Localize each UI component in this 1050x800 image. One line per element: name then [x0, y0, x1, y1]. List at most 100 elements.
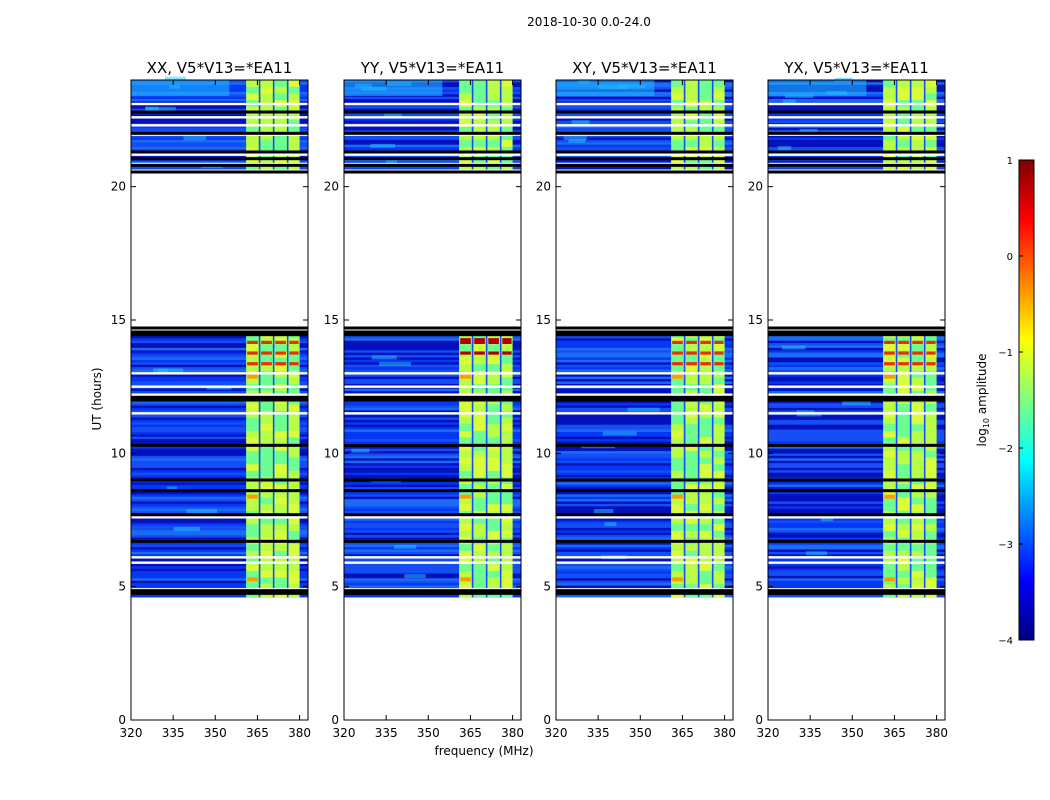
noise-stripe — [344, 113, 521, 116]
rfi-cell — [487, 464, 500, 471]
noise-stripe — [556, 431, 733, 435]
rfi-cell — [501, 517, 513, 525]
axes-frame — [343, 79, 522, 721]
noise-stripe — [131, 549, 308, 552]
rfi-cell — [911, 524, 924, 531]
rfi-cell — [883, 86, 896, 94]
rfi-cell — [473, 450, 486, 458]
rfi-cell — [713, 93, 725, 101]
x-tick-label: 350 — [629, 726, 652, 740]
rfi-cell — [274, 444, 287, 451]
noise-stripe — [556, 534, 733, 538]
rfi-cell — [685, 484, 698, 491]
noise-stripe — [344, 450, 521, 454]
rfi-cell — [246, 377, 259, 385]
noise-stripe — [556, 335, 733, 339]
rfi-cell — [459, 564, 472, 571]
flag-white — [768, 393, 945, 396]
rfi-cell — [685, 584, 698, 591]
noise-stripe — [131, 137, 308, 140]
noise-stripe — [556, 472, 733, 476]
rfi-cell — [911, 464, 924, 471]
rfi-cell — [473, 424, 486, 431]
noise-stripe — [768, 374, 945, 377]
noise-patch — [768, 80, 867, 96]
rfi-cell — [911, 424, 924, 431]
hot-cell — [275, 351, 286, 355]
flag-black — [768, 398, 945, 402]
rfi-cell — [260, 417, 273, 425]
rfi-cell — [883, 517, 896, 525]
rfi-gap — [697, 80, 700, 174]
rfi-cell — [288, 497, 300, 505]
noise-stripe — [556, 546, 733, 550]
noise-stripe — [131, 426, 308, 430]
rfi-cell — [473, 490, 486, 498]
noise-patch — [164, 76, 187, 81]
y-tick-label: 10 — [111, 446, 126, 460]
rfi-cell — [473, 377, 486, 385]
flag-white — [344, 385, 521, 388]
hot-cell — [714, 340, 724, 344]
rfi-cell — [699, 337, 712, 345]
x-tick-label: 320 — [333, 726, 356, 740]
noise-stripe — [131, 342, 308, 346]
rfi-cell — [925, 577, 937, 585]
rfi-cell — [288, 550, 300, 558]
rfi-cell — [260, 557, 273, 565]
rfi-cell — [246, 450, 259, 458]
rfi-cell — [699, 126, 712, 134]
flag-black — [131, 539, 308, 543]
noise-stripe — [556, 424, 733, 428]
rfi-cell — [274, 133, 287, 141]
noise-stripe — [768, 369, 945, 372]
rfi-cell — [699, 470, 712, 478]
rfi-cell — [671, 497, 684, 505]
rfi-cell — [288, 544, 300, 551]
rfi-cell — [288, 106, 300, 114]
rfi-cell — [699, 490, 712, 498]
noise-stripe — [768, 537, 945, 540]
y-tick-label: 5 — [331, 580, 339, 594]
colorbar-tick-label: −1 — [998, 348, 1013, 359]
rfi-cell — [246, 530, 259, 538]
y-tick-label: 10 — [324, 446, 339, 460]
noise-stripe — [131, 350, 308, 353]
noise-stripe — [344, 525, 521, 528]
noise-stripe — [344, 594, 521, 598]
noise-stripe — [131, 347, 308, 351]
x-tick-label: 380 — [713, 726, 736, 740]
rfi-cell — [685, 497, 698, 505]
rfi-cell — [274, 357, 287, 365]
rfi-cell — [487, 357, 500, 365]
rfi-cell — [897, 497, 910, 505]
rfi-cell — [883, 444, 896, 451]
rfi-cell — [925, 470, 937, 478]
colorbar-tick-label: −3 — [998, 540, 1013, 551]
rfi-gap — [923, 80, 926, 174]
rfi-cell — [671, 133, 684, 141]
rfi-cell — [487, 146, 500, 154]
rfi-cell — [274, 424, 287, 431]
rfi-cell — [685, 530, 698, 538]
noise-stripe — [556, 554, 733, 557]
noise-stripe — [768, 113, 945, 116]
rfi-cell — [473, 120, 486, 127]
rfi-cell — [274, 337, 287, 345]
rfi-cell — [671, 584, 684, 591]
rfi-cell — [671, 106, 684, 114]
noise-stripe — [768, 166, 945, 169]
rfi-cell — [246, 490, 259, 498]
rfi-cell — [883, 470, 896, 478]
rfi-cell — [911, 86, 924, 94]
noise-stripe — [768, 503, 945, 507]
rfi-cell — [260, 437, 273, 445]
rfi-cell — [487, 86, 500, 94]
rfi-cell — [246, 357, 259, 365]
flag-white — [556, 516, 733, 519]
noise-stripe — [768, 364, 945, 368]
noise-stripe — [556, 482, 733, 485]
noise-stripe — [768, 347, 945, 351]
noise-stripe — [131, 98, 308, 102]
rfi-cell — [897, 484, 910, 491]
